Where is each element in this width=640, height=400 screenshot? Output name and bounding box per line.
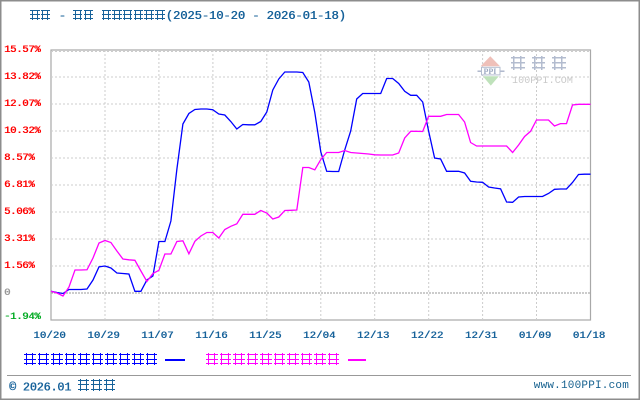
svg-text:PPI: PPI [484, 67, 497, 76]
